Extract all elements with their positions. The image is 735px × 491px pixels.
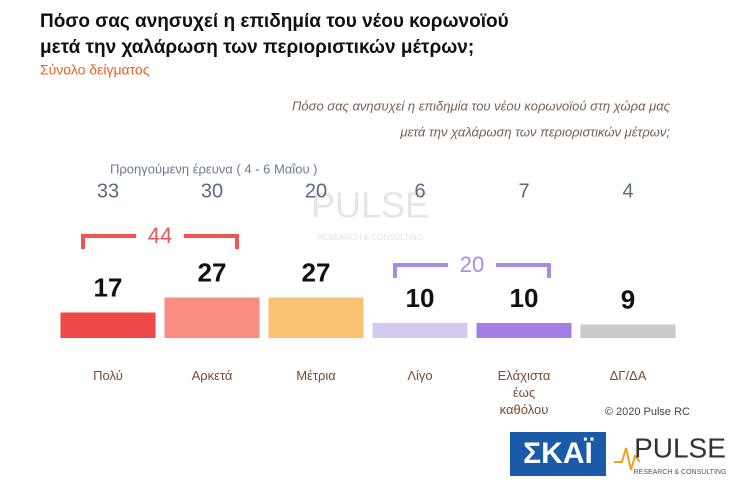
subtitle: Σύνολο δείγματος — [40, 62, 150, 78]
x-tick-label: Μέτρια — [296, 368, 336, 383]
bar — [372, 323, 468, 338]
bar — [476, 323, 572, 338]
bar — [580, 324, 676, 338]
chart-title: Πόσο σας ανησυχεί η επιδημία του νέου κο… — [40, 11, 509, 32]
previous-value: 7 — [518, 180, 529, 202]
bar — [60, 312, 156, 338]
x-tick-label: Πολύ — [93, 368, 123, 383]
chart-title: μετά την χαλάρωση των περιοριστικών μέτρ… — [40, 37, 474, 58]
previous-value: 20 — [305, 180, 327, 202]
skai-logo-text: ΣΚΑΪ — [523, 437, 593, 470]
watermark: PULSE — [311, 185, 429, 226]
value-label: 17 — [94, 272, 123, 302]
previous-value: 30 — [201, 180, 223, 202]
question: Πόσο σας ανησυχεί η επιδημία του νέου κο… — [292, 98, 671, 113]
x-tick-label-line: Μέτρια — [296, 368, 336, 383]
bracket — [81, 234, 136, 249]
x-tick-label-line: Πολύ — [93, 368, 123, 383]
previous-value: 6 — [414, 180, 425, 202]
skai-logo — [510, 432, 606, 476]
x-tick-label-line: έως — [513, 385, 535, 400]
value-label: 10 — [510, 283, 539, 313]
bar — [268, 297, 364, 338]
x-tick-label-line: Αρκετά — [192, 368, 233, 383]
x-tick-label-line: Λίγο — [407, 368, 432, 383]
group-value: 44 — [148, 223, 172, 248]
copyright: © 2020 Pulse RC — [605, 406, 690, 418]
x-tick-label: Λίγο — [407, 368, 432, 383]
x-tick-label-line: ΔΓ/ΔΑ — [610, 368, 647, 383]
x-tick-label-line: Ελάχιστα — [498, 368, 551, 383]
watermark: RESEARCH & CONSULTING — [317, 233, 423, 242]
value-label: 10 — [406, 283, 435, 313]
group-value: 20 — [460, 252, 484, 277]
pulse-logo-icon — [614, 447, 641, 471]
pulse-logo-sub: RESEARCH & CONSULTING — [634, 469, 727, 476]
value-label: 27 — [302, 257, 331, 287]
previous-value: 4 — [622, 180, 633, 202]
x-tick-label: Ελάχιστα έως καθόλου — [498, 368, 551, 417]
bracket — [393, 263, 448, 278]
value-label: 27 — [198, 257, 227, 287]
x-tick-label: ΔΓ/ΔΑ — [610, 368, 647, 383]
pulse-logo-text: PULSE — [634, 432, 726, 463]
previous-label: Προηγούμενη έρευνα ( 4 - 6 Μαΐου ) — [110, 161, 318, 176]
value-label: 9 — [621, 284, 635, 314]
previous-value: 33 — [97, 180, 119, 202]
x-tick-label-line: καθόλου — [500, 402, 549, 417]
question: μετά την χαλάρωση των περιοριστικών μέτρ… — [399, 124, 670, 139]
bracket — [496, 263, 551, 278]
bar — [164, 297, 260, 338]
bracket — [184, 234, 239, 249]
x-tick-label: Αρκετά — [192, 368, 233, 383]
